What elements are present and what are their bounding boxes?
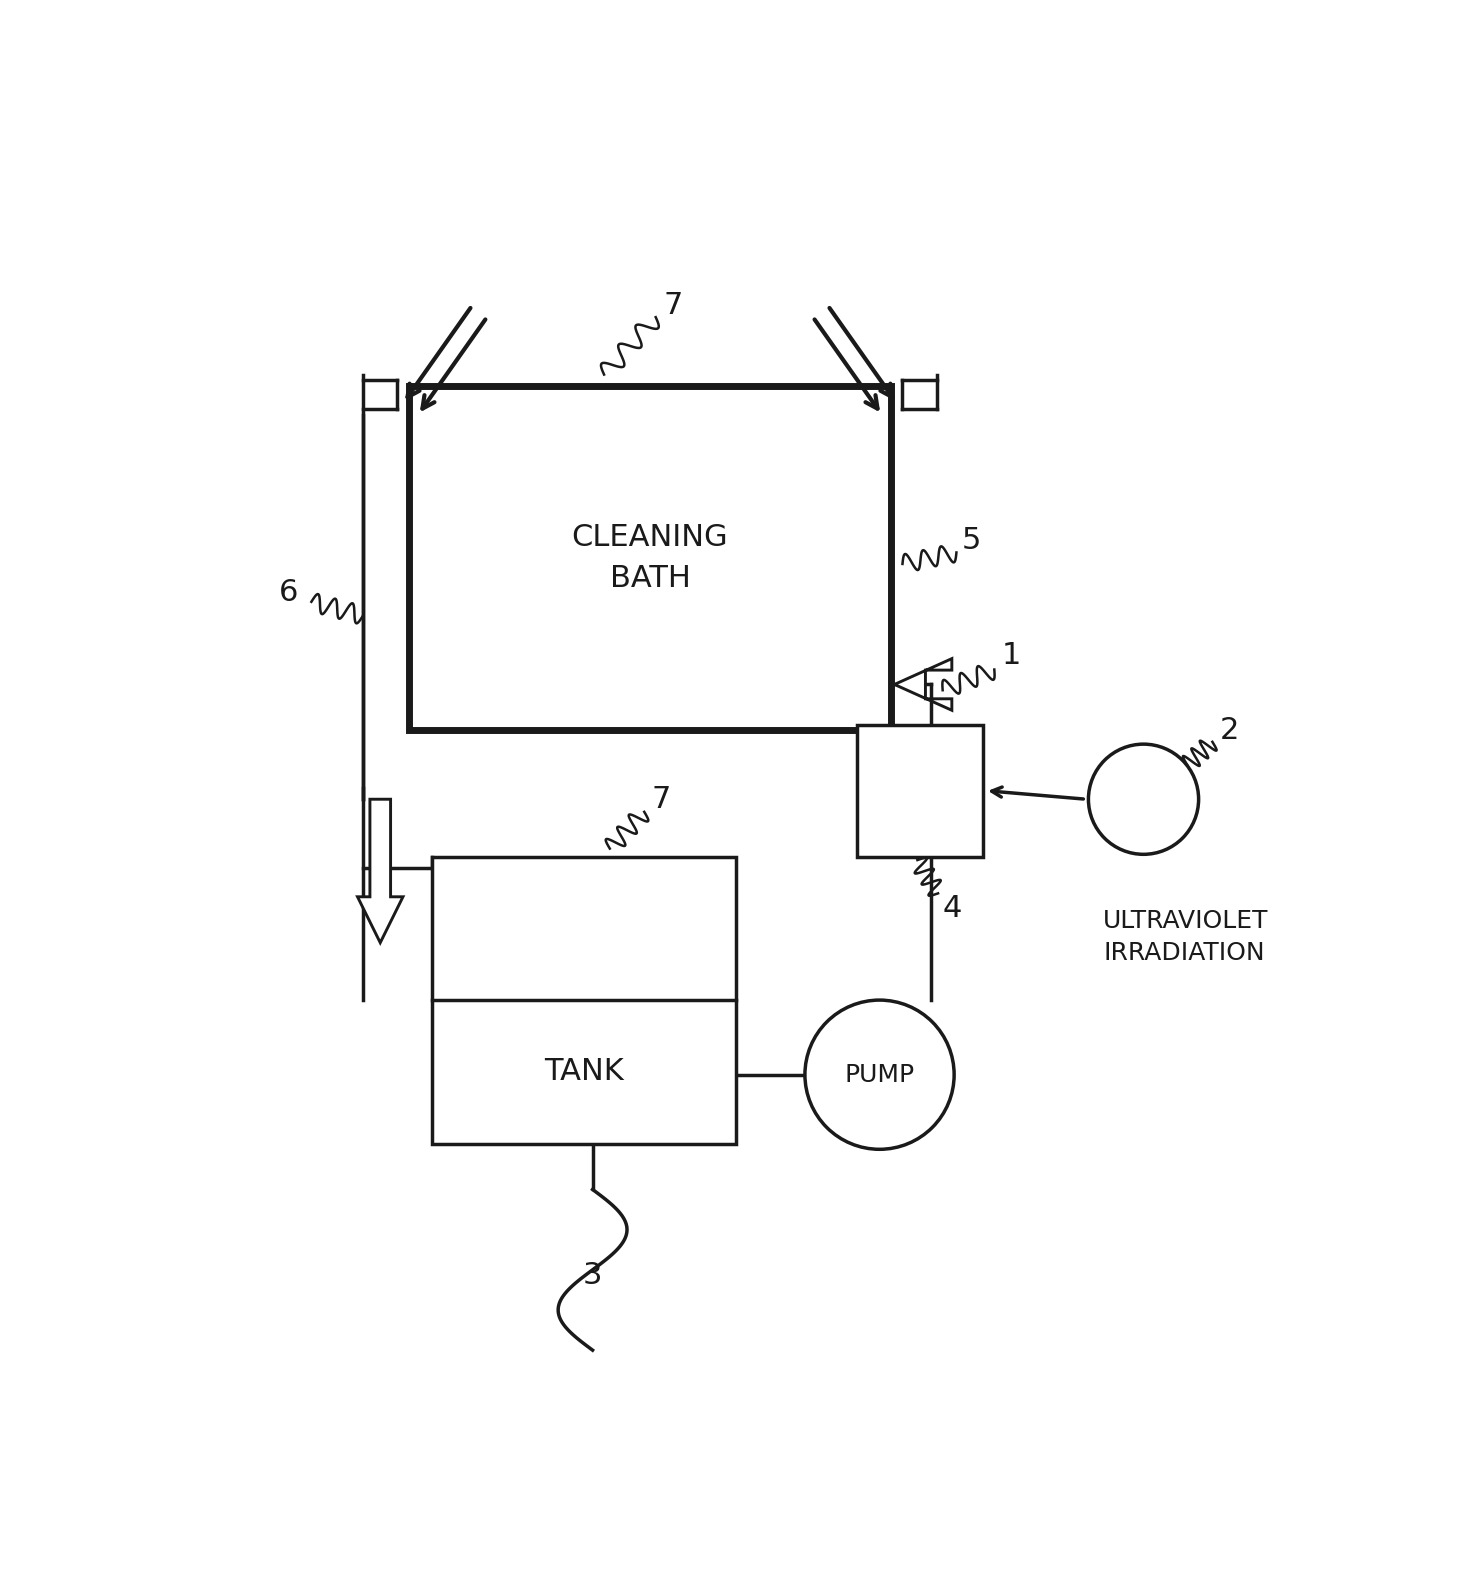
Text: 5: 5 [961,526,980,555]
FancyArrow shape [895,658,952,711]
Text: 4: 4 [942,894,961,923]
Bar [409,386,892,730]
Text: ULTRAVIOLET
IRRADIATION: ULTRAVIOLET IRRADIATION [1103,909,1269,964]
Text: PUMP: PUMP [844,1063,915,1087]
FancyArrow shape [357,799,403,942]
Text: CLEANING
BATH: CLEANING BATH [572,523,729,593]
Text: 7: 7 [663,292,683,320]
Text: 7: 7 [652,784,671,813]
Text: 6: 6 [278,579,298,607]
Bar [432,856,736,1143]
Circle shape [806,999,954,1149]
Text: 2: 2 [1220,716,1240,744]
Bar [856,725,983,856]
Circle shape [1089,744,1198,854]
Text: 1: 1 [1001,641,1022,669]
Text: 3: 3 [584,1261,603,1290]
Text: TANK: TANK [544,1057,624,1087]
